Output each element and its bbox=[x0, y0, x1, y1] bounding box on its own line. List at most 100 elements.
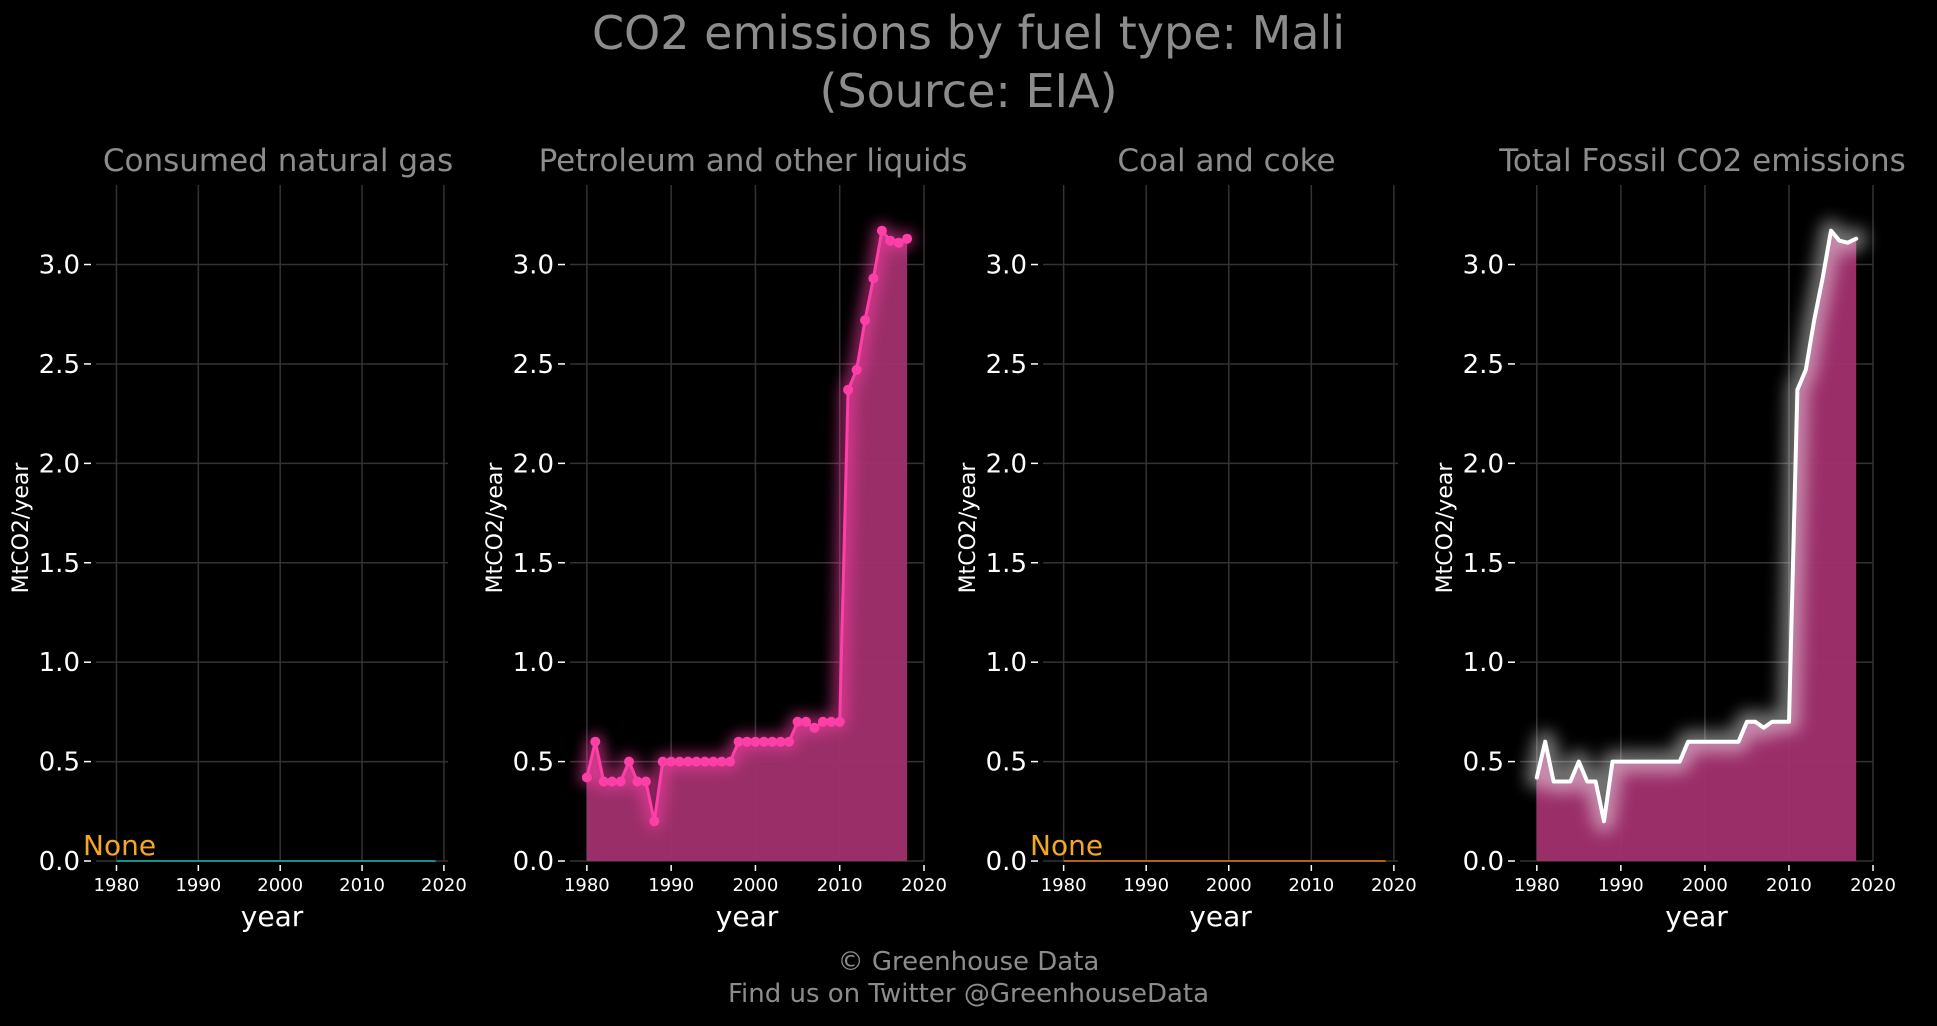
y-tick-label: 0.0 bbox=[39, 847, 80, 877]
y-axis-label: MtCO2/year bbox=[956, 462, 981, 594]
x-tick-label: 2020 bbox=[901, 875, 947, 896]
data-point bbox=[598, 776, 609, 787]
figure-subtitle: (Source: EIA) bbox=[819, 64, 1118, 118]
data-point bbox=[801, 716, 811, 727]
credit-copyright: © Greenhouse Data bbox=[837, 947, 1100, 977]
x-tick-label: 2010 bbox=[1766, 875, 1812, 896]
x-tick-label: 1990 bbox=[175, 875, 221, 896]
y-tick-label: 0.5 bbox=[1463, 748, 1504, 778]
x-tick-label: 2000 bbox=[257, 875, 303, 896]
y-tick-label: 1.5 bbox=[986, 549, 1027, 579]
data-point bbox=[817, 716, 828, 727]
y-tick-label: 2.0 bbox=[1463, 449, 1504, 479]
x-tick-label: 1980 bbox=[1041, 875, 1087, 896]
data-point bbox=[657, 756, 668, 767]
y-tick-label: 3.0 bbox=[986, 251, 1027, 281]
data-point bbox=[708, 756, 719, 767]
x-axis-label: year bbox=[241, 900, 304, 933]
x-tick-label: 1980 bbox=[564, 875, 610, 896]
y-tick-label: 1.0 bbox=[1463, 648, 1504, 678]
data-point bbox=[683, 756, 693, 767]
panel-title: Total Fossil CO2 emissions bbox=[1498, 143, 1906, 179]
data-point bbox=[632, 776, 643, 787]
data-point bbox=[742, 736, 752, 747]
data-point bbox=[666, 756, 677, 767]
data-point bbox=[767, 736, 778, 747]
y-tick-label: 2.0 bbox=[513, 449, 554, 479]
y-tick-label: 1.5 bbox=[1463, 549, 1504, 579]
y-tick-label: 2.0 bbox=[39, 449, 80, 479]
x-tick-label: 2000 bbox=[733, 875, 779, 896]
data-point bbox=[885, 235, 896, 246]
data-point bbox=[699, 756, 710, 767]
data-point bbox=[615, 776, 626, 787]
x-tick-label: 2010 bbox=[1288, 875, 1334, 896]
x-tick-label: 2000 bbox=[1682, 875, 1728, 896]
y-axis-label: MtCO2/year bbox=[9, 462, 34, 594]
x-tick-label: 1980 bbox=[94, 875, 140, 896]
y-tick-label: 0.5 bbox=[513, 748, 554, 778]
y-tick-label: 0.0 bbox=[513, 847, 554, 877]
data-point bbox=[834, 716, 845, 727]
data-point bbox=[843, 384, 854, 395]
data-point bbox=[826, 716, 837, 727]
x-tick-label: 1990 bbox=[1123, 875, 1169, 896]
chart-panel-3: 0.0 0.5 1.0 1.5 2.0 2.5 3.0 1980 1990 2000 2010 202… bbox=[956, 143, 1417, 933]
y-tick-label: 3.0 bbox=[39, 251, 80, 281]
data-point bbox=[876, 225, 887, 236]
y-tick-label: 0.5 bbox=[39, 748, 80, 778]
x-tick-label: 2020 bbox=[1850, 875, 1896, 896]
x-axis-label: year bbox=[1189, 900, 1252, 933]
panel-title: Coal and coke bbox=[1117, 143, 1335, 179]
no-data-label: None bbox=[1030, 829, 1103, 862]
y-tick-label: 1.5 bbox=[39, 549, 80, 579]
data-point bbox=[674, 756, 685, 767]
data-point bbox=[624, 756, 634, 767]
y-tick-label: 0.0 bbox=[986, 847, 1027, 877]
x-tick-label: 1990 bbox=[648, 875, 694, 896]
data-point bbox=[860, 315, 870, 326]
y-axis-label: MtCO2/year bbox=[483, 462, 508, 594]
y-tick-label: 1.0 bbox=[39, 648, 80, 678]
x-axis-label: year bbox=[1665, 900, 1728, 933]
y-tick-label: 2.0 bbox=[986, 449, 1027, 479]
data-point bbox=[581, 772, 592, 783]
y-tick-label: 2.5 bbox=[39, 350, 80, 380]
chart-panel-4: 0.0 0.5 1.0 1.5 2.0 2.5 3.0 1980 1990 2000 2010 202… bbox=[1433, 143, 1906, 933]
data-point bbox=[902, 233, 913, 244]
x-tick-label: 2020 bbox=[1371, 875, 1417, 896]
no-data-label: None bbox=[83, 829, 156, 862]
data-point bbox=[716, 756, 727, 767]
y-tick-label: 1.0 bbox=[986, 648, 1027, 678]
y-tick-label: 2.5 bbox=[986, 350, 1027, 380]
y-axis-label: MtCO2/year bbox=[1433, 462, 1458, 594]
x-axis-label: year bbox=[716, 900, 779, 933]
x-tick-label: 2010 bbox=[339, 875, 385, 896]
x-tick-label: 1980 bbox=[1514, 875, 1560, 896]
data-point bbox=[758, 736, 769, 747]
chart-panel-2: 0.0 0.5 1.0 1.5 2.0 2.5 3.0 1980 1990 2000 2010 202… bbox=[483, 143, 967, 933]
x-tick-label: 2000 bbox=[1206, 875, 1252, 896]
panel-title: Petroleum and other liquids bbox=[539, 143, 968, 179]
data-point bbox=[809, 722, 820, 733]
chart-panel-1: 0.0 0.5 1.0 1.5 2.0 2.5 3.0 1980 1990 2000 2010 202… bbox=[9, 143, 467, 933]
data-point bbox=[868, 273, 879, 284]
data-point bbox=[893, 237, 904, 248]
data-point bbox=[733, 736, 744, 747]
data-point bbox=[649, 816, 660, 827]
y-tick-label: 0.5 bbox=[986, 748, 1027, 778]
y-tick-label: 2.5 bbox=[513, 350, 554, 380]
data-point bbox=[775, 736, 786, 747]
y-tick-label: 2.5 bbox=[1463, 350, 1504, 380]
data-point bbox=[792, 716, 803, 727]
y-tick-label: 0.0 bbox=[1463, 847, 1504, 877]
data-point bbox=[590, 736, 601, 747]
data-point bbox=[691, 756, 702, 767]
credit-twitter: Find us on Twitter @GreenhouseData bbox=[727, 979, 1210, 1009]
data-point bbox=[640, 776, 651, 787]
data-point bbox=[851, 364, 862, 375]
x-tick-label: 2020 bbox=[421, 875, 467, 896]
data-point bbox=[750, 736, 761, 747]
